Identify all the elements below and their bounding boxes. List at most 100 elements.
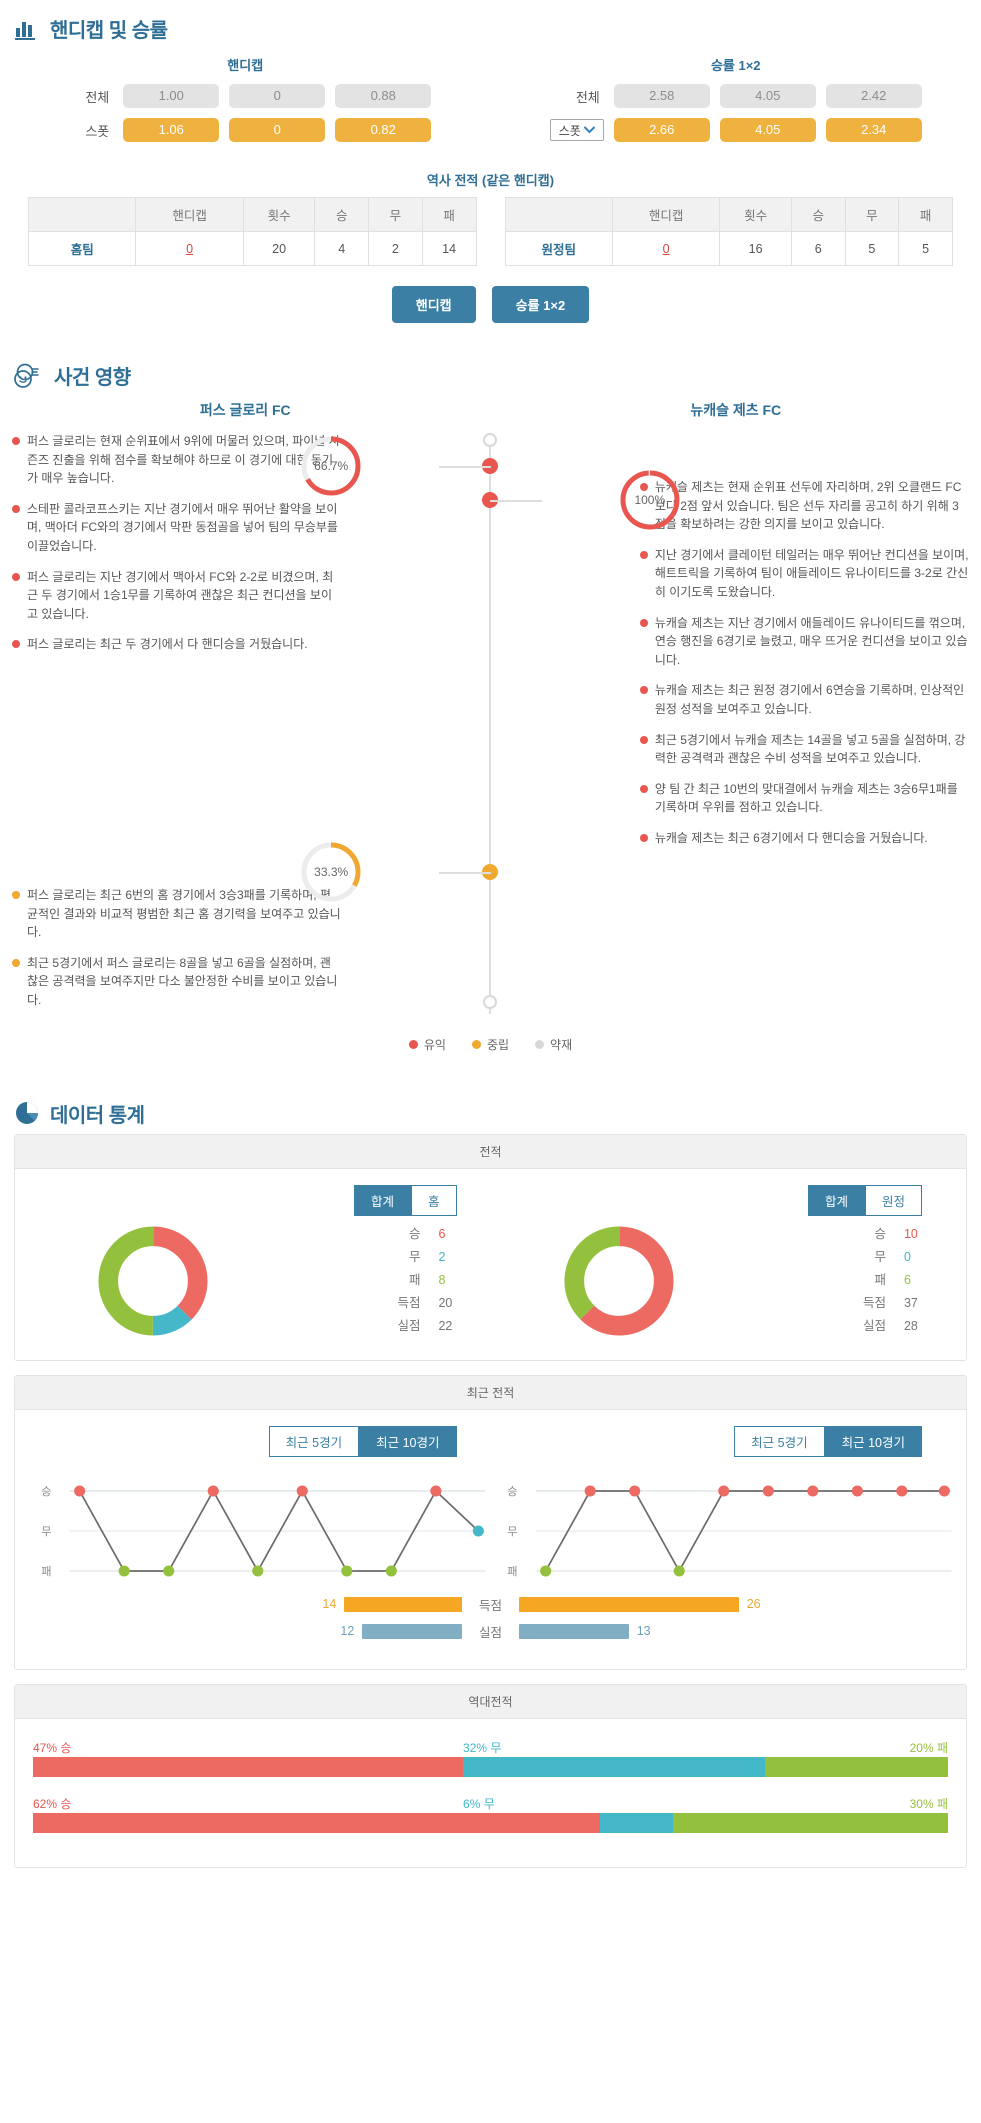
handicap-link-away[interactable]: 0 <box>662 241 670 256</box>
row-count-home: 20 <box>242 231 316 266</box>
h2h-panel-title: 역대전적 <box>15 1684 966 1719</box>
impact-team-names: 퍼스 글로리 FC 뉴캐슬 제츠 FC <box>0 400 981 432</box>
impact-gauge-away-benefit: 100% <box>617 467 683 533</box>
h2h-row-home: 47% 승 32% 무 20% 패 <box>33 1739 948 1777</box>
stats-section: 데이터 통계 전적 합계 홈 <box>0 1085 981 1868</box>
col-team <box>27 197 137 232</box>
winrate-spot-x[interactable]: 4.05 <box>719 118 816 142</box>
winrate-row-spot: 스폿 2.66 4.05 2.34 <box>491 118 981 142</box>
winrate-scope-select-value: 스폿 <box>558 123 581 138</box>
row-count-away: 16 <box>719 231 792 266</box>
recent-home-toggle-10[interactable]: 최근 10경기 <box>359 1425 457 1457</box>
recent-home-chart: 승 무 패 <box>25 1479 491 1589</box>
col-handicap: 핸디캡 <box>135 197 244 232</box>
handicap-link-home[interactable]: 0 <box>186 241 194 256</box>
impact-legend: 유익 중립 약재 <box>0 1022 981 1075</box>
axis-label-draw: 무 <box>507 1526 517 1538</box>
winrate-total-1[interactable]: 2.58 <box>613 84 710 108</box>
stat-label-draw: 무 <box>874 1249 886 1264</box>
goals-for-label: 득점 <box>478 1598 502 1613</box>
h2h-away-draw-label: 6% 무 <box>463 1796 495 1811</box>
bullet-text: 최근 5경기에서 뉴캐슬 제츠는 14골을 넣고 5골을 실점하며, 강력한 공… <box>654 732 966 766</box>
list-item: 뉴캐슬 제츠는 지난 경기에서 애들레이드 유나이티드를 꺾으며, 연승 행진을… <box>639 614 969 670</box>
list-item: 뉴캐슬 제츠는 현재 순위표 선두에 자리하며, 2위 오클랜드 FC보다 2점… <box>639 478 969 534</box>
h2h-away-draw-segment <box>600 1812 674 1833</box>
stat-label-win: 승 <box>874 1226 886 1241</box>
handicap-section: 핸디캡 및 승률 핸디캡 전체 1.00 0 0.88 스폿 1.06 0 0.… <box>0 0 981 347</box>
winrate-tab-button[interactable]: 승률 1×2 <box>491 286 590 323</box>
record-panel-title: 전적 <box>15 1134 966 1169</box>
winrate-scope-select[interactable]: 스폿 <box>549 119 604 141</box>
axis-label-win: 승 <box>507 1485 517 1498</box>
bullet-text: 퍼스 글로리는 최근 6번의 홈 경기에서 3승3패를 기록하며, 평균적인 결… <box>27 887 341 940</box>
bullet-dot-icon <box>12 890 20 899</box>
stat-row-ga: 실점 28 <box>747 1315 930 1338</box>
stat-value-gf: 37 <box>903 1296 918 1311</box>
handicap-total-line[interactable]: 0 <box>229 84 326 108</box>
handicap-tab-button[interactable]: 핸디캡 <box>391 286 476 323</box>
impact-content: 퍼스 글로리 FC 뉴캐슬 제츠 FC 퍼스 글로리는 현재 순위표에서 9위에… <box>0 396 981 1085</box>
axis-label-win: 승 <box>41 1485 51 1498</box>
row-handicap-home[interactable]: 0 <box>135 231 244 266</box>
record-away-toggle-away[interactable]: 원정 <box>864 1184 922 1216</box>
stat-label-win: 승 <box>408 1226 421 1241</box>
col-draw: 무 <box>844 197 900 232</box>
recent-away-toggle-5[interactable]: 최근 5경기 <box>734 1425 825 1457</box>
stat-value-ga: 22 <box>438 1319 453 1334</box>
history-button-row: 핸디캡 승률 1×2 <box>0 266 981 347</box>
legend-label-negative: 약재 <box>550 1037 573 1052</box>
handicap-row-spot-label: 스폿 <box>85 123 110 139</box>
row-win-away: 6 <box>790 231 846 266</box>
record-away-toggle-total[interactable]: 합계 <box>807 1184 865 1216</box>
recent-home-toggle-5[interactable]: 최근 5경기 <box>268 1425 360 1457</box>
recent-form-toggles: 최근 5경기 최근 10경기 최근 5경기 최근 10경기 <box>25 1425 957 1463</box>
winrate-total-x[interactable]: 4.05 <box>719 84 816 108</box>
recent-away-toggle-10[interactable]: 최근 10경기 <box>824 1425 922 1457</box>
stat-label-loss: 패 <box>408 1272 421 1287</box>
impact-home-column: 퍼스 글로리는 현재 순위표에서 9위에 머물러 있으며, 파이널 시즌즈 진출… <box>0 432 353 1022</box>
stat-value-win: 10 <box>903 1226 918 1241</box>
col-loss: 패 <box>898 197 953 232</box>
stat-value-draw: 2 <box>438 1249 446 1264</box>
goals-against-home-value: 12 <box>340 1624 355 1638</box>
bullet-text: 퍼스 글로리는 현재 순위표에서 9위에 머물러 있으며, 파이널 시즌즈 진출… <box>27 434 340 486</box>
stats-section-title: 데이터 통계 <box>50 1104 145 1127</box>
h2h-home-loss-segment <box>764 1756 948 1777</box>
handicap-total-away[interactable]: 0.88 <box>335 84 432 108</box>
list-item: 퍼스 글로리는 지난 경기에서 맥아서 FC와 2-2로 비겼으며, 최근 두 … <box>12 568 341 624</box>
bullet-text: 최근 5경기에서 퍼스 글로리는 8골을 넣고 6골을 실점하며, 괜찮은 공격… <box>27 955 338 1007</box>
list-item: 지난 경기에서 클레이턴 테일러는 매우 뛰어난 컨디션을 보이며, 해트트릭을… <box>639 546 969 602</box>
list-item: 퍼스 글로리는 최근 두 경기에서 다 핸디승을 거뒀습니다. <box>12 635 341 654</box>
goals-for-home-bar <box>344 1596 463 1612</box>
winrate-spot-2[interactable]: 2.34 <box>825 118 922 142</box>
impact-section-header: 사건 영향 <box>0 347 981 396</box>
winrate-spot-1[interactable]: 2.66 <box>613 118 710 142</box>
record-home-toggle-total[interactable]: 합계 <box>353 1184 411 1216</box>
bullet-dot-icon <box>12 640 20 649</box>
legend-item-benefit: 유익 <box>408 1036 446 1053</box>
goals-against-away: 13 <box>518 1623 956 1639</box>
winrate-total-2[interactable]: 2.42 <box>825 84 922 108</box>
bullet-dot-icon <box>639 618 648 627</box>
bullet-dot-icon <box>639 550 648 559</box>
list-item: 뉴캐슬 제츠는 최근 원정 경기에서 6연승을 기록하며, 인상적인 원정 성적… <box>639 681 969 718</box>
history-table-away: 핸디캡 횟수 승 무 패 원정팀 0 16 6 5 5 <box>504 197 954 266</box>
handicap-total-home[interactable]: 1.00 <box>123 84 220 108</box>
recent-away-toggle-wrap: 최근 5경기 최근 10경기 <box>491 1425 957 1463</box>
list-item: 퍼스 글로리는 최근 6번의 홈 경기에서 3승3패를 기록하며, 평균적인 결… <box>12 886 341 942</box>
recent-away-chart: 승 무 패 <box>491 1479 957 1589</box>
bar-chart-icon <box>14 16 40 42</box>
record-home-toggle-home[interactable]: 홈 <box>410 1184 457 1216</box>
handicap-spot-away[interactable]: 0.82 <box>335 118 432 142</box>
stat-value-ga: 28 <box>903 1319 918 1334</box>
row-handicap-away[interactable]: 0 <box>611 231 721 266</box>
handicap-spot-line[interactable]: 0 <box>229 118 326 142</box>
winrate-row-total: 전체 2.58 4.05 2.42 <box>491 84 981 108</box>
col-team <box>504 197 613 232</box>
bullet-text: 뉴캐슬 제츠는 최근 원정 경기에서 6연승을 기록하며, 인상적인 원정 성적… <box>654 683 965 716</box>
handicap-spot-home[interactable]: 1.06 <box>123 118 220 142</box>
